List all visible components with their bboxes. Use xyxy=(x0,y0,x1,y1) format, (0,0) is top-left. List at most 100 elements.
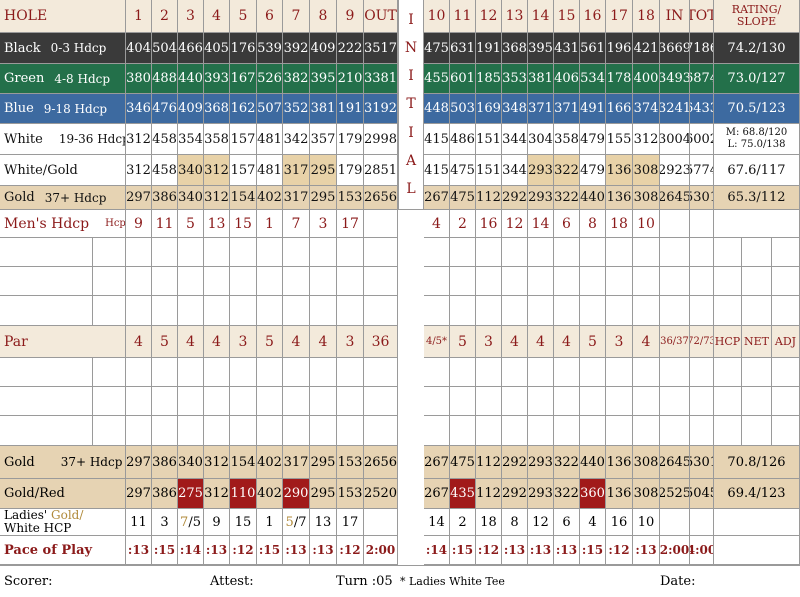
score-input[interactable] xyxy=(690,358,714,387)
score-input[interactable] xyxy=(310,358,337,387)
score-extra-input[interactable] xyxy=(714,358,742,387)
score-input[interactable] xyxy=(152,238,178,267)
score-input[interactable] xyxy=(257,358,283,387)
score-input[interactable] xyxy=(283,296,310,326)
score-input[interactable] xyxy=(580,267,606,296)
score-input[interactable] xyxy=(364,387,398,416)
score-input[interactable] xyxy=(660,267,690,296)
score-input[interactable] xyxy=(283,267,310,296)
score-extra-input[interactable] xyxy=(742,387,772,416)
score-extra-input[interactable] xyxy=(742,296,772,326)
score-input[interactable] xyxy=(554,296,580,326)
score-extra-input[interactable] xyxy=(772,416,800,446)
score-input[interactable] xyxy=(204,267,230,296)
score-input[interactable] xyxy=(554,387,580,416)
score-input[interactable] xyxy=(633,267,660,296)
score-input[interactable] xyxy=(310,416,337,446)
score-input[interactable] xyxy=(450,267,476,296)
score-input[interactable] xyxy=(528,296,554,326)
score-input[interactable] xyxy=(580,416,606,446)
score-input[interactable] xyxy=(633,358,660,387)
score-input[interactable] xyxy=(152,358,178,387)
score-input[interactable] xyxy=(178,358,204,387)
score-input[interactable] xyxy=(204,358,230,387)
score-input[interactable] xyxy=(310,296,337,326)
score-input[interactable] xyxy=(502,387,528,416)
score-extra-input[interactable] xyxy=(742,416,772,446)
score-input[interactable] xyxy=(476,238,502,267)
score-input[interactable] xyxy=(230,358,257,387)
score-input[interactable] xyxy=(690,416,714,446)
score-input[interactable] xyxy=(476,387,502,416)
score-input[interactable] xyxy=(152,296,178,326)
score-input[interactable] xyxy=(257,238,283,267)
score-input[interactable] xyxy=(230,238,257,267)
score-input[interactable] xyxy=(257,267,283,296)
score-input[interactable] xyxy=(450,238,476,267)
score-input[interactable] xyxy=(310,387,337,416)
player-name-input[interactable] xyxy=(0,238,93,267)
score-extra-input[interactable] xyxy=(714,387,742,416)
score-input[interactable] xyxy=(424,238,450,267)
score-input[interactable] xyxy=(126,267,152,296)
score-input[interactable] xyxy=(450,387,476,416)
score-input[interactable] xyxy=(257,296,283,326)
score-input[interactable] xyxy=(690,267,714,296)
score-input[interactable] xyxy=(502,238,528,267)
player-hcp-input[interactable] xyxy=(93,267,126,296)
player-name-input[interactable] xyxy=(0,416,93,446)
player-name-input[interactable] xyxy=(0,387,93,416)
score-input[interactable] xyxy=(126,296,152,326)
score-input[interactable] xyxy=(606,358,633,387)
score-input[interactable] xyxy=(178,416,204,446)
player-name-input[interactable] xyxy=(0,267,93,296)
score-input[interactable] xyxy=(450,358,476,387)
score-input[interactable] xyxy=(476,267,502,296)
score-input[interactable] xyxy=(126,387,152,416)
score-input[interactable] xyxy=(528,416,554,446)
score-input[interactable] xyxy=(580,296,606,326)
score-input[interactable] xyxy=(178,296,204,326)
score-input[interactable] xyxy=(126,416,152,446)
score-input[interactable] xyxy=(502,416,528,446)
score-extra-input[interactable] xyxy=(714,238,742,267)
score-input[interactable] xyxy=(580,387,606,416)
player-hcp-input[interactable] xyxy=(93,358,126,387)
score-extra-input[interactable] xyxy=(772,358,800,387)
score-input[interactable] xyxy=(152,267,178,296)
player-hcp-input[interactable] xyxy=(93,387,126,416)
score-extra-input[interactable] xyxy=(714,267,742,296)
score-input[interactable] xyxy=(424,358,450,387)
score-input[interactable] xyxy=(364,296,398,326)
player-hcp-input[interactable] xyxy=(93,238,126,267)
score-extra-input[interactable] xyxy=(772,238,800,267)
score-input[interactable] xyxy=(606,387,633,416)
score-input[interactable] xyxy=(126,238,152,267)
score-input[interactable] xyxy=(257,416,283,446)
score-input[interactable] xyxy=(554,416,580,446)
score-input[interactable] xyxy=(424,296,450,326)
score-input[interactable] xyxy=(502,267,528,296)
score-input[interactable] xyxy=(554,267,580,296)
score-input[interactable] xyxy=(310,267,337,296)
score-input[interactable] xyxy=(554,238,580,267)
score-input[interactable] xyxy=(606,267,633,296)
score-extra-input[interactable] xyxy=(772,387,800,416)
score-input[interactable] xyxy=(337,387,364,416)
score-input[interactable] xyxy=(283,358,310,387)
score-input[interactable] xyxy=(606,296,633,326)
score-input[interactable] xyxy=(424,416,450,446)
score-input[interactable] xyxy=(337,296,364,326)
score-input[interactable] xyxy=(283,238,310,267)
score-input[interactable] xyxy=(337,267,364,296)
score-input[interactable] xyxy=(633,238,660,267)
score-input[interactable] xyxy=(257,387,283,416)
score-input[interactable] xyxy=(660,416,690,446)
player-hcp-input[interactable] xyxy=(93,296,126,326)
score-input[interactable] xyxy=(502,358,528,387)
score-input[interactable] xyxy=(283,387,310,416)
score-input[interactable] xyxy=(690,387,714,416)
score-input[interactable] xyxy=(502,296,528,326)
score-extra-input[interactable] xyxy=(772,267,800,296)
score-input[interactable] xyxy=(283,416,310,446)
